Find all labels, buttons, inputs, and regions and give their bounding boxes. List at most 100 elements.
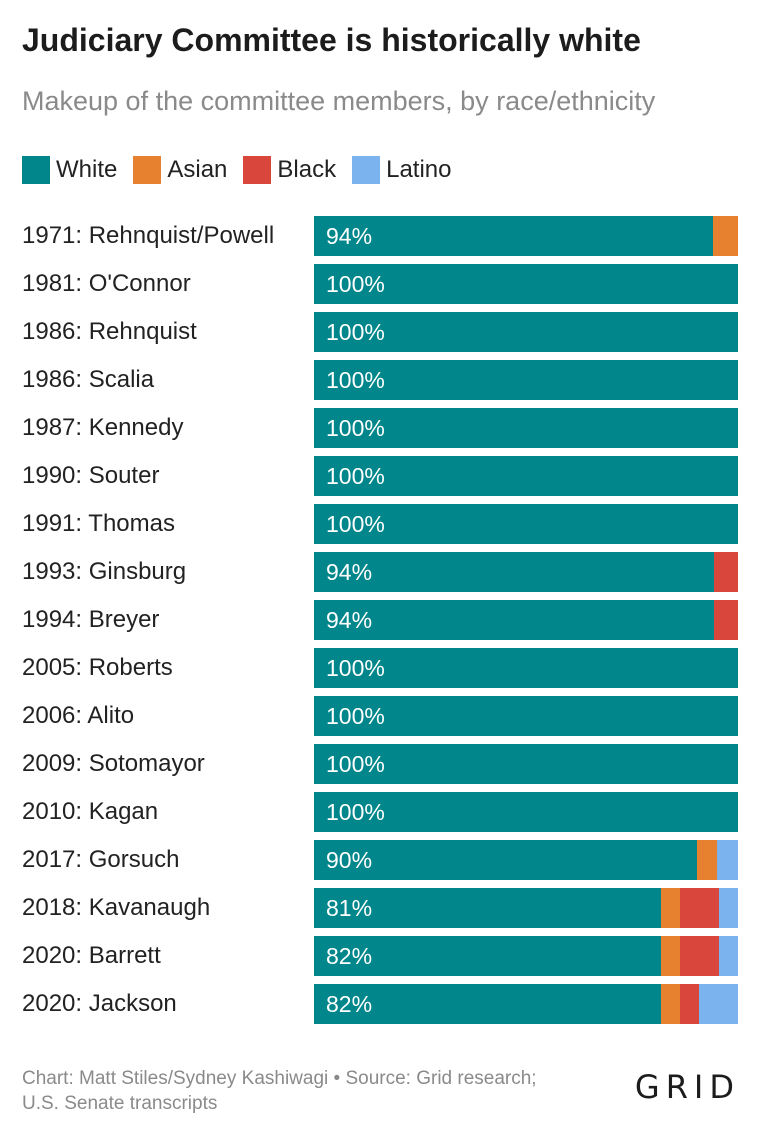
credit-line-2: U.S. Senate transcripts xyxy=(22,1093,218,1114)
data-label: 94% xyxy=(326,223,373,249)
stacked-bar xyxy=(314,600,738,640)
legend-label-black: Black xyxy=(277,156,337,183)
data-label: 100% xyxy=(326,703,385,729)
bar-segment-white xyxy=(314,600,714,640)
bar-row: 2020: Jackson 82% xyxy=(0,984,760,1024)
bar-segment-asian xyxy=(697,840,717,880)
legend-swatch-white xyxy=(22,156,50,184)
chart-title: Judiciary Committee is historically whit… xyxy=(22,22,641,58)
category-label: 1993: Ginsburg xyxy=(22,558,187,585)
bar-segment-asian xyxy=(661,936,680,976)
bar-row: 2017: Gorsuch 90% xyxy=(0,840,760,880)
bar-row: 2005: Roberts 100% xyxy=(0,648,760,688)
legend-label-asian: Asian xyxy=(167,156,228,183)
stacked-bar xyxy=(314,792,738,832)
category-label: 1981: O'Connor xyxy=(22,270,191,297)
chart-credit: Chart: Matt Stiles/Sydney Kashiwagi • So… xyxy=(22,1066,622,1116)
data-label: 94% xyxy=(326,607,373,633)
category-label: 2020: Jackson xyxy=(22,990,177,1017)
bar-segment-white xyxy=(314,504,738,544)
stacked-bar xyxy=(314,408,738,448)
legend-item-black: Black xyxy=(243,156,336,184)
legend-item-white: White xyxy=(22,156,117,184)
stacked-bar xyxy=(314,504,738,544)
bar-row: 1981: O'Connor 100% xyxy=(0,264,760,304)
bar-segment-black xyxy=(714,552,738,592)
bar-segment-white xyxy=(314,360,738,400)
data-label: 82% xyxy=(326,991,373,1017)
bar-segment-white xyxy=(314,552,714,592)
bar-segment-black xyxy=(680,936,719,976)
bar-row: 2018: Kavanaugh 81% xyxy=(0,888,760,928)
data-label: 100% xyxy=(326,799,385,825)
category-label: 2020: Barrett xyxy=(22,942,161,969)
data-label: 90% xyxy=(326,847,373,873)
category-label: 1987: Kennedy xyxy=(22,414,184,441)
bar-row: 1991: Thomas 100% xyxy=(0,504,760,544)
stacked-bar xyxy=(314,984,738,1024)
bar-segment-white xyxy=(314,840,697,880)
stacked-bar xyxy=(314,264,738,304)
data-label: 100% xyxy=(326,319,385,345)
bar-segment-asian xyxy=(661,888,680,928)
bar-segment-white xyxy=(314,456,738,496)
bar-row: 2006: Alito 100% xyxy=(0,696,760,736)
category-label: 1986: Rehnquist xyxy=(22,318,197,345)
bar-segment-white xyxy=(314,696,738,736)
bar-segment-asian xyxy=(661,984,680,1024)
category-label: 1986: Scalia xyxy=(22,366,155,393)
data-label: 82% xyxy=(326,943,373,969)
stacked-bar xyxy=(314,216,738,256)
bar-row: 1993: Ginsburg 94% xyxy=(0,552,760,592)
bar-row: 1994: Breyer 94% xyxy=(0,600,760,640)
stacked-bar xyxy=(314,696,738,736)
stacked-bar xyxy=(314,840,738,880)
data-label: 100% xyxy=(326,655,385,681)
credit-line-1: Chart: Matt Stiles/Sydney Kashiwagi • So… xyxy=(22,1068,537,1089)
data-label: 100% xyxy=(326,415,385,441)
category-label: 1991: Thomas xyxy=(22,510,175,537)
category-label: 2018: Kavanaugh xyxy=(22,894,211,921)
data-label: 100% xyxy=(326,751,385,777)
category-label: 1971: Rehnquist/Powell xyxy=(22,222,275,249)
bar-segment-latino xyxy=(699,984,738,1024)
stacked-bar xyxy=(314,936,738,976)
bar-row: 2009: Sotomayor 100% xyxy=(0,744,760,784)
data-label: 100% xyxy=(326,463,385,489)
category-label: 2005: Roberts xyxy=(22,654,173,681)
bar-segment-black xyxy=(714,600,738,640)
data-label: 100% xyxy=(326,511,385,537)
category-label: 2006: Alito xyxy=(22,702,135,729)
stacked-bar xyxy=(314,744,738,784)
bar-segment-white xyxy=(314,984,661,1024)
legend-item-latino: Latino xyxy=(352,156,451,184)
stacked-bar xyxy=(314,360,738,400)
bar-segment-asian xyxy=(713,216,738,256)
legend-swatch-latino xyxy=(352,156,381,184)
bar-segment-white xyxy=(314,408,738,448)
category-label: 2017: Gorsuch xyxy=(22,846,180,873)
bar-segment-white xyxy=(314,936,661,976)
bar-segment-black xyxy=(680,888,719,928)
bar-segment-latino xyxy=(719,888,738,928)
bar-segment-latino xyxy=(719,936,738,976)
legend-item-asian: Asian xyxy=(133,156,227,184)
legend-swatch-black xyxy=(243,156,272,184)
category-label: 2010: Kagan xyxy=(22,798,159,825)
category-label: 1994: Breyer xyxy=(22,606,160,633)
data-label: 100% xyxy=(326,271,385,297)
data-label: 100% xyxy=(326,367,385,393)
bar-segment-white xyxy=(314,264,738,304)
bar-segment-white xyxy=(314,648,738,688)
bar-segment-white xyxy=(314,216,713,256)
bar-segment-white xyxy=(314,888,661,928)
bar-row: 1986: Scalia 100% xyxy=(0,360,760,400)
bar-row: 1987: Kennedy 100% xyxy=(0,408,760,448)
bar-segment-latino xyxy=(717,840,738,880)
category-label: 2009: Sotomayor xyxy=(22,750,205,777)
legend: White Asian Black Latino xyxy=(22,156,467,184)
legend-label-white: White xyxy=(56,156,118,183)
chart-subtitle: Makeup of the committee members, by race… xyxy=(22,86,656,116)
legend-swatch-asian xyxy=(133,156,162,184)
bar-row: 1990: Souter 100% xyxy=(0,456,760,496)
